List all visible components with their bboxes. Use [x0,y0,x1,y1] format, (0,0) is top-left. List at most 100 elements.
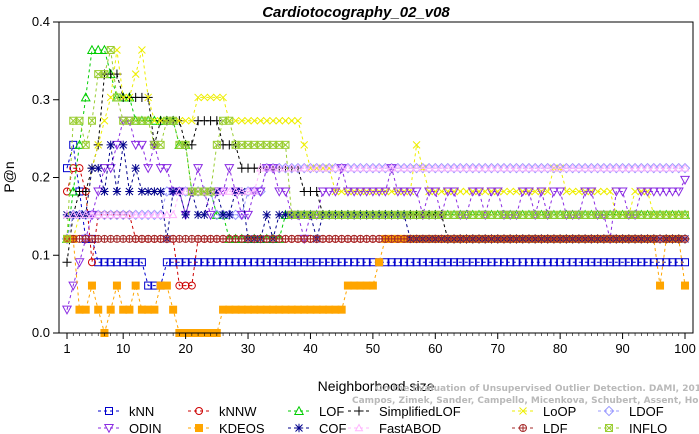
data-point-fastabod [537,163,546,172]
data-point-odin [342,187,353,197]
data-point-knn [531,258,540,267]
data-point-lof [86,44,98,54]
data-point-odin [405,187,416,197]
data-point-loop [244,116,252,125]
data-point-odin [679,175,691,186]
data-point-fastabod [512,163,521,172]
data-point-fastabod [150,210,159,219]
data-point-knn [425,258,434,267]
data-point-fastabod [568,163,577,172]
watermark-line-2: Campos, Zimek, Sander, Campello, Micenko… [352,396,699,406]
data-point-odin [586,187,597,197]
legend-item-simplifiedlof: SimplifiedLOF [348,404,461,419]
x-tick-label: 90 [615,341,629,356]
legend-item-odin: ODIN [98,421,162,434]
data-point-knn [63,164,71,173]
data-point-knnw [69,164,78,173]
data-point-knn [643,258,652,267]
data-point-knn [212,258,221,267]
data-point-lof [74,139,85,149]
data-point-fastabod [668,163,677,172]
series-knnw [63,164,689,290]
legend-marker-ldf [519,424,527,432]
data-point-knn [450,258,459,267]
data-point-fastabod [555,163,565,172]
data-point-knn [387,258,396,267]
data-point-inflo [100,70,109,79]
data-point-knn [137,258,146,267]
data-point-loop [187,116,196,125]
data-point-fastabod [293,163,303,172]
data-point-knn [393,258,402,267]
data-point-knn [287,258,296,267]
data-point-knn [493,258,502,267]
data-point-knnw [187,281,196,290]
data-point-loop [194,93,202,102]
data-point-fastabod [237,186,247,195]
data-point-fastabod [636,163,646,172]
data-point-fastabod [93,210,103,219]
data-point-knn [574,258,583,267]
data-point-knn [599,258,608,267]
series-ldf [63,234,689,243]
data-point-cof [181,210,190,220]
data-point-fastabod [574,163,584,172]
legend-item-inflo: INFLO [598,421,667,434]
data-point-loop [506,187,515,196]
series-layer [61,44,691,337]
data-point-odin [411,187,422,197]
legend-marker-ldof [603,405,615,417]
data-point-odin [673,187,684,197]
data-point-kdeos [162,281,171,290]
data-point-odin [580,187,591,197]
legend-label-cof: COF [319,421,347,434]
data-point-odin [349,187,360,197]
data-point-fastabod [156,210,165,219]
data-point-fastabod [480,163,490,172]
data-point-knn [637,258,646,267]
data-point-simplifiedlof [62,257,72,267]
data-point-knn [281,258,290,267]
data-point-odin [136,140,147,151]
axes-layer: 0.0 0.1 0.2 0.3 0.4 1 10 20 30 40 50 60 70 80 90 100 [32,14,696,356]
data-point-knn [587,258,596,267]
data-point-loop [599,187,608,196]
data-point-fastabod [487,163,496,172]
data-point-loop [131,70,140,78]
data-point-odin [648,187,659,197]
data-point-fastabod [674,163,684,172]
data-point-knn [468,258,477,267]
data-point-fastabod [449,163,459,172]
data-point-knn [112,258,121,267]
data-point-odin [617,187,628,197]
data-point-knn [325,258,334,267]
data-point-knn [524,258,533,267]
data-point-knn [343,258,352,267]
data-point-fastabod [649,163,659,172]
data-point-fastabod [81,210,91,219]
data-point-odin [105,164,116,174]
data-point-knn [543,258,552,267]
data-point-fastabod [112,210,122,219]
data-point-fastabod [680,163,690,172]
series-line-knnw [66,167,685,287]
data-point-odin [274,187,285,197]
legend-marker-cof [294,423,304,433]
data-point-fastabod [231,186,240,195]
data-point-fastabod [412,163,421,172]
y-tick-label: 0.4 [32,14,50,29]
data-point-knn [231,258,240,267]
data-point-inflo [169,116,178,125]
data-point-odin [324,187,335,197]
data-point-fastabod [418,163,428,172]
data-point-lof [80,92,91,102]
legend-marker-knnw [195,407,203,415]
legend-item-knnw: kNNW [188,404,257,419]
data-point-odin [548,187,559,197]
data-point-odin [523,187,534,197]
data-point-simplifiedlof [312,186,322,197]
data-point-odin [68,281,79,291]
data-point-fastabod [224,186,234,195]
series-inflo [63,45,689,243]
data-point-knn [562,258,571,267]
